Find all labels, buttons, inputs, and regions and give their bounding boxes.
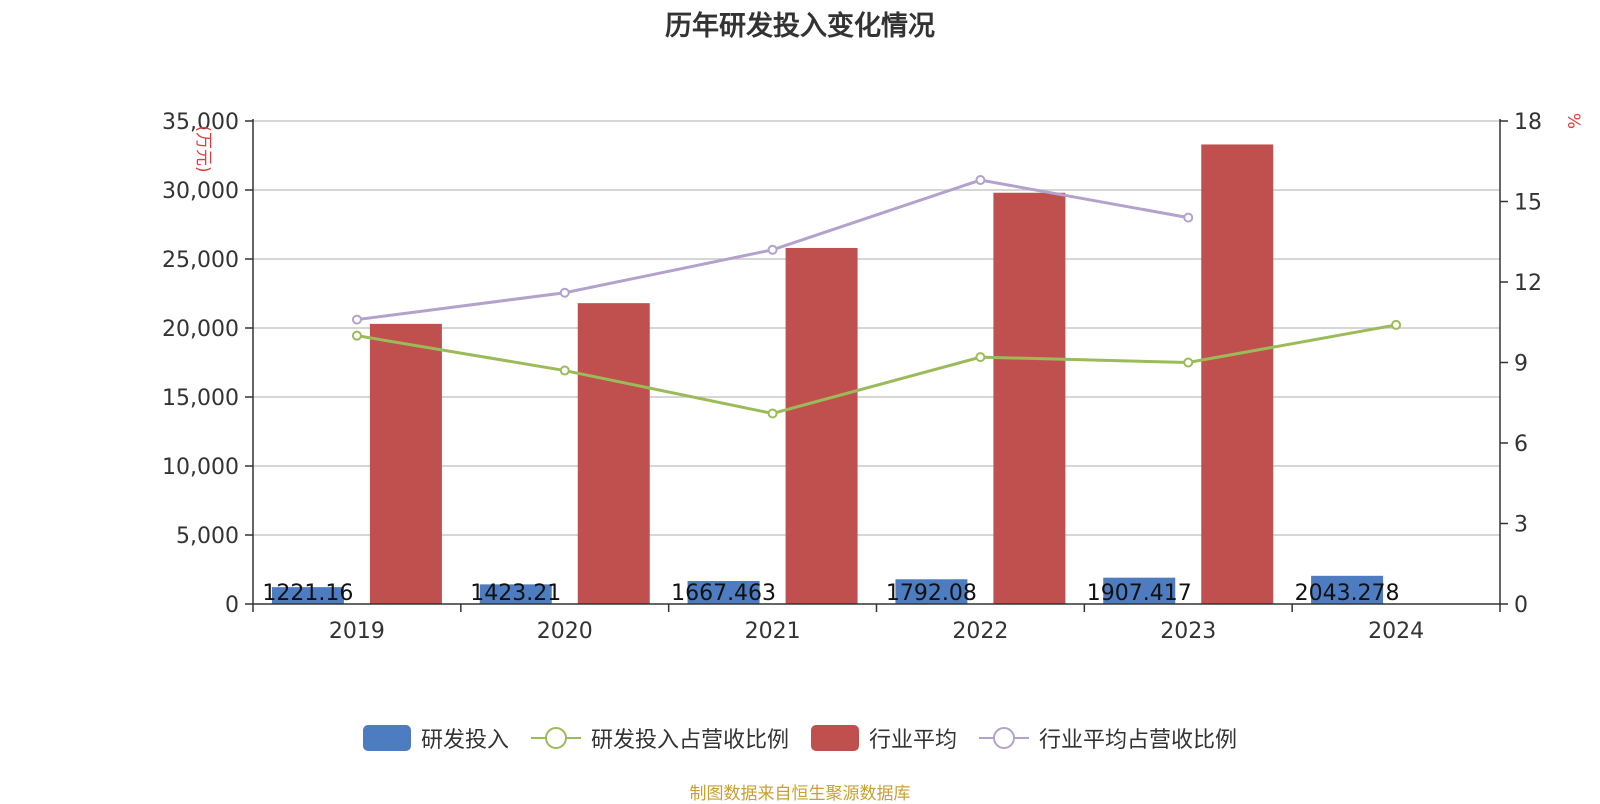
- bar: [993, 192, 1066, 604]
- line-point: [767, 244, 778, 255]
- bar-data-label: 2043.278: [1295, 581, 1400, 606]
- bar: [687, 580, 760, 604]
- bar: [1103, 577, 1176, 604]
- legend-label-industry-ratio: 行业平均占营收比例: [1039, 728, 1238, 753]
- left-axis-tick-label: 5,000: [176, 524, 239, 549]
- right-axis-tick-label: 9: [1514, 352, 1528, 377]
- left-axis-tick-label: 10,000: [162, 455, 239, 480]
- legend-swatch-industry-average: [811, 725, 859, 751]
- line-point: [351, 330, 362, 341]
- legend-label-rd-ratio: 研发投入占营收比例: [590, 728, 789, 753]
- line-point: [351, 314, 362, 325]
- right-axis-unit-label: %: [1563, 113, 1583, 129]
- legend-swatch-industry-ratio: [979, 727, 1030, 749]
- bar-data-label: 1221.16: [262, 581, 353, 606]
- line-point: [559, 287, 570, 298]
- right-axis-tick-label: 0: [1514, 593, 1528, 618]
- line-point: [975, 175, 986, 186]
- left-axis-tick-label: 0: [225, 593, 239, 618]
- legend-item-industry-ratio[interactable]: 行业平均占营收比例: [979, 722, 1237, 754]
- line-point: [559, 365, 570, 376]
- x-axis-tick-label: 2023: [1160, 619, 1216, 644]
- line-point: [1391, 319, 1402, 330]
- left-axis-tick-label: 25,000: [162, 248, 239, 273]
- left-axis-tick-label: 15,000: [162, 386, 239, 411]
- legend-item-rd-ratio[interactable]: 研发投入占营收比例: [530, 722, 789, 754]
- chart-title: 历年研发投入变化情况: [665, 11, 935, 42]
- right-axis-tick-label: 12: [1514, 271, 1542, 296]
- left-axis-tick-label: 20,000: [162, 317, 239, 342]
- x-axis-tick-label: 2020: [537, 619, 593, 644]
- legend-label-industry-average: 行业平均: [869, 728, 958, 753]
- legend-swatch-rd-investment: [362, 725, 411, 751]
- right-axis-tick-label: 6: [1514, 432, 1528, 457]
- line-point: [975, 352, 986, 363]
- source-note: 制图数据来自恒生聚源数据库: [689, 784, 911, 804]
- x-axis-tick-label: 2019: [329, 619, 385, 644]
- line-point: [1183, 212, 1194, 223]
- line-point: [767, 408, 778, 419]
- legend-label-rd-investment: 研发投入: [420, 728, 509, 753]
- right-axis-tick-label: 18: [1514, 110, 1542, 135]
- bar-data-label: 1667.463: [671, 581, 776, 606]
- bar: [1201, 144, 1274, 604]
- bar-data-label: 1423.21: [470, 581, 561, 606]
- line-point: [1183, 357, 1194, 368]
- x-axis-tick-label: 2024: [1368, 619, 1424, 644]
- x-axis-tick-label: 2021: [745, 619, 801, 644]
- right-axis-tick-label: 15: [1514, 191, 1542, 216]
- x-axis-tick-label: 2022: [952, 619, 1008, 644]
- legend-item-rd-investment[interactable]: 研发投入: [362, 722, 509, 754]
- bar-data-label: 1907.417: [1087, 581, 1192, 606]
- legend-item-industry-average[interactable]: 行业平均: [811, 722, 957, 754]
- legend-swatch-rd-ratio: [530, 727, 581, 749]
- left-axis-tick-label: 30,000: [162, 179, 239, 204]
- left-axis-tick-label: 35,000: [162, 110, 239, 135]
- bar: [577, 303, 650, 604]
- bar: [785, 247, 858, 604]
- bar: [369, 323, 442, 604]
- bar-data-label: 1792.08: [886, 581, 977, 606]
- left-axis-unit-label: (万元): [193, 125, 213, 172]
- bar: [895, 579, 968, 604]
- series-line: [356, 323, 1397, 416]
- bar: [1311, 575, 1384, 604]
- bar: [479, 584, 552, 604]
- chart-legend: 研发投入 研发投入占营收比例 行业平均 行业平均占营收比例: [0, 722, 1600, 754]
- right-axis-tick-label: 3: [1514, 513, 1528, 538]
- bar: [271, 587, 344, 604]
